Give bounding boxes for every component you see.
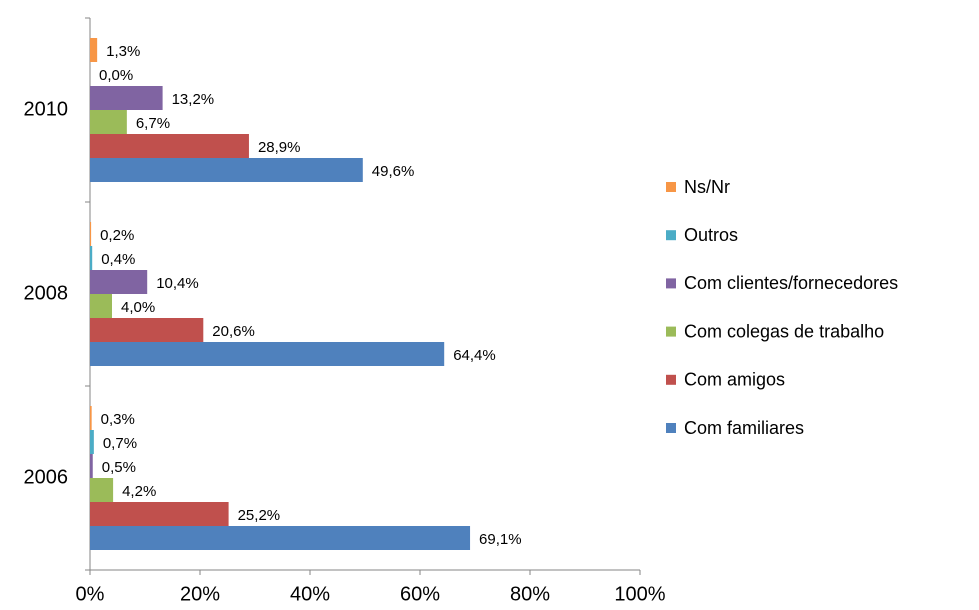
x-tick-label: 40% [290, 583, 330, 605]
y-tick-label: 2008 [24, 282, 69, 304]
data-label: 13,2% [172, 91, 215, 108]
bar [90, 158, 363, 182]
data-label: 10,4% [156, 275, 199, 292]
bar [90, 134, 249, 158]
y-tick-label: 2006 [24, 466, 69, 488]
bar [90, 342, 445, 366]
data-label: 64,4% [453, 347, 496, 364]
bar [90, 478, 114, 502]
x-tick-label: 20% [180, 583, 220, 605]
data-label: 28,9% [258, 139, 301, 156]
data-label: 0,0% [99, 67, 133, 84]
data-label: 0,5% [102, 459, 136, 476]
data-label: 0,7% [103, 435, 137, 452]
bar [90, 318, 204, 342]
legend-swatch [666, 326, 676, 337]
data-label: 69,1% [479, 531, 522, 548]
bar [90, 294, 112, 318]
bar [90, 430, 94, 454]
bar [90, 454, 93, 478]
data-label: 4,0% [121, 299, 155, 316]
data-label: 25,2% [238, 507, 281, 524]
x-tick-label: 100% [614, 583, 665, 605]
bar [90, 110, 127, 134]
data-label: 1,3% [106, 43, 140, 60]
x-tick-label: 0% [76, 583, 105, 605]
bar [90, 38, 98, 62]
data-label: 0,2% [100, 227, 134, 244]
data-label: 20,6% [212, 323, 255, 340]
legend-label: Outros [684, 225, 738, 245]
x-tick-label: 60% [400, 583, 440, 605]
bar [90, 406, 92, 430]
legend-label: Com clientes/fornecedores [684, 273, 898, 293]
x-tick-label: 80% [510, 583, 550, 605]
legend-label: Com familiares [684, 418, 804, 438]
legend-label: Ns/Nr [684, 177, 730, 197]
data-label: 4,2% [122, 483, 156, 500]
legend-swatch [666, 374, 676, 385]
bar [90, 526, 471, 550]
data-label: 6,7% [136, 115, 170, 132]
legend-label: Com colegas de trabalho [684, 321, 884, 341]
legend-swatch [666, 278, 676, 289]
y-tick-label: 2010 [24, 98, 69, 120]
bar [90, 502, 229, 526]
data-label: 49,6% [372, 163, 415, 180]
bar [90, 222, 92, 246]
legend-label: Com amigos [684, 370, 785, 390]
data-label: 0,4% [101, 251, 135, 268]
bar [90, 270, 148, 294]
legend-swatch [666, 230, 676, 241]
data-label: 0,3% [101, 411, 135, 428]
legend-swatch [666, 182, 676, 192]
legend-swatch [666, 423, 676, 433]
bar [90, 86, 163, 110]
bar [90, 246, 93, 270]
